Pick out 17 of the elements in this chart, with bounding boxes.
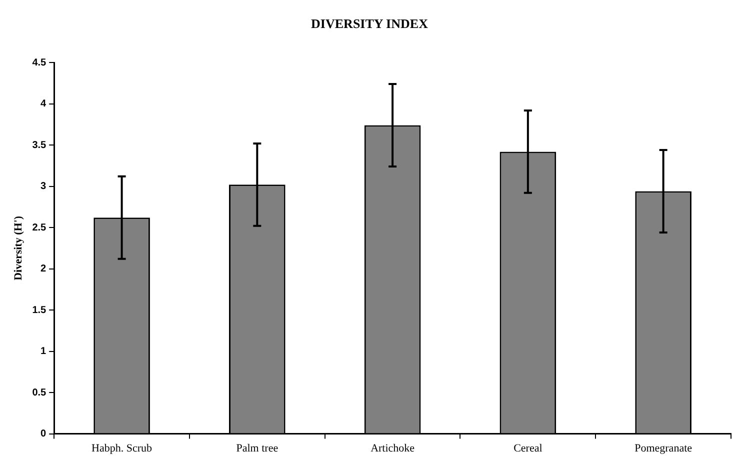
y-tick-label: 3.5 (32, 140, 47, 151)
y-tick-label: 4.5 (32, 57, 47, 68)
x-tick-label: Artichoke (370, 442, 415, 454)
y-axis-title: Diversity (H') (12, 216, 24, 280)
x-tick-label: Palm tree (236, 442, 278, 454)
y-tick-label: 0.5 (32, 387, 47, 398)
x-tick-label: Habph. Scrub (92, 442, 153, 454)
y-tick-label: 1 (40, 346, 47, 358)
y-tick-label: 3 (40, 181, 47, 192)
x-tick-label: Pomegranate (634, 442, 692, 454)
y-tick-label: 2 (40, 264, 47, 275)
y-tick-label: 0 (40, 428, 47, 440)
chart-title: DIVERSITY INDEX (311, 16, 429, 32)
y-tick-label: 2.5 (32, 222, 47, 234)
y-tick-label: 4 (40, 98, 47, 110)
x-tick-label: Cereal (514, 442, 542, 454)
y-tick-label: 1.5 (32, 304, 47, 316)
